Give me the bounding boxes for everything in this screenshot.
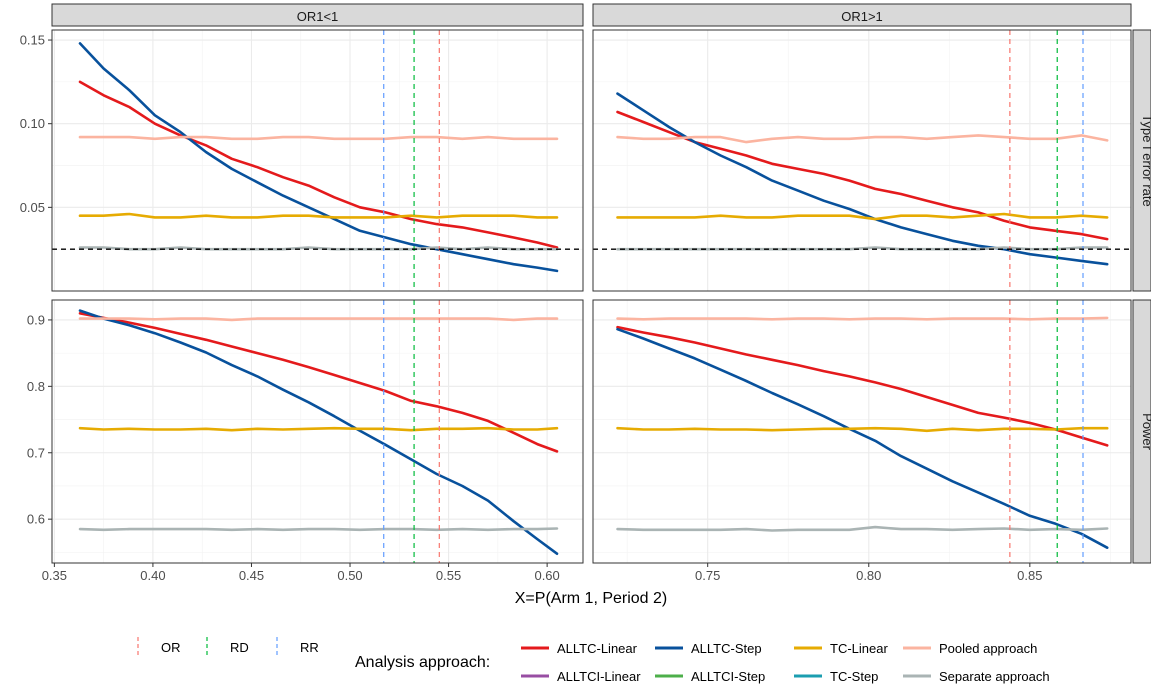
legend-label: ALLTCI-Step (691, 669, 765, 684)
panel-border (51, 29, 584, 292)
legend-item-rd: RD (206, 637, 249, 657)
series-line-separate-approach (616, 525, 1109, 532)
series-line-alltc-linear (78, 80, 559, 249)
x-tick-label: 0.85 (1017, 568, 1042, 583)
series-line-pooled-approach (78, 317, 559, 322)
legend-label: RR (300, 640, 319, 655)
x-tick-label: 0.40 (140, 568, 165, 583)
series-line-tc-linear (616, 426, 1109, 433)
column-strip-label: OR1<1 (297, 9, 339, 24)
series-line-alltc-step (78, 42, 559, 273)
legend-title: Analysis approach: (355, 654, 490, 671)
series-line-pooled-approach (616, 316, 1109, 321)
legend-item-alltc-step: ALLTC-Step (655, 641, 762, 656)
legend-item-separate-approach: Separate approach (903, 669, 1050, 684)
legend-label: ALLTC-Linear (557, 641, 638, 656)
legend-label: ALLTC-Step (691, 641, 762, 656)
legend-label: OR (161, 640, 181, 655)
series-line-tc-linear (78, 212, 559, 219)
series-line-tc-linear (616, 212, 1109, 221)
row-strip-label: Power (1140, 413, 1151, 451)
series-line-alltc-step (616, 327, 1109, 550)
y-tick-label: 0.10 (20, 116, 45, 131)
x-tick-label: 0.50 (337, 568, 362, 583)
panel-border (51, 299, 584, 564)
x-tick-label: 0.80 (856, 568, 881, 583)
series-line-pooled-approach (616, 134, 1109, 144)
row-strip-label: Type I error rate (1140, 114, 1151, 206)
row-strip (1132, 29, 1151, 292)
legend-item-alltci-step: ALLTCI-Step (655, 669, 765, 684)
y-tick-label: 0.6 (27, 512, 45, 527)
x-tick-label: 0.35 (42, 568, 67, 583)
legend-item-alltci-linear: ALLTCI-Linear (521, 669, 641, 684)
y-tick-label: 0.8 (27, 379, 45, 394)
column-strip (592, 3, 1132, 27)
legend-label: TC-Step (830, 669, 878, 684)
legend-label: TC-Linear (830, 641, 888, 656)
x-tick-label: 0.55 (436, 568, 461, 583)
panel-border (592, 29, 1132, 292)
legend-item-or: OR (137, 637, 181, 657)
legend-item-alltc-linear: ALLTC-Linear (521, 641, 638, 656)
panel-background (52, 300, 583, 563)
series-line-alltc-step (78, 309, 559, 556)
panel-0-0 (51, 29, 584, 292)
series-line-tc-linear (78, 426, 559, 432)
panel-background (593, 30, 1131, 291)
series-line-separate-approach (78, 246, 559, 251)
y-tick-label: 0.05 (20, 200, 45, 215)
series-line-separate-approach (78, 527, 559, 532)
column-strip-label: OR1>1 (841, 9, 883, 24)
legend-item-tc-step: TC-Step (794, 669, 878, 684)
x-tick-label: 0.75 (695, 568, 720, 583)
y-tick-label: 0.15 (20, 33, 45, 48)
series-line-pooled-approach (78, 135, 559, 141)
series-line-alltc-linear (78, 311, 559, 453)
legend-label: Pooled approach (939, 641, 1037, 656)
panel-background (52, 30, 583, 291)
legend-item-pooled-approach: Pooled approach (903, 641, 1037, 656)
series-line-alltc-step (616, 92, 1109, 266)
column-strip (51, 3, 584, 27)
panel-1-0 (51, 299, 584, 564)
panel-0-1 (592, 29, 1132, 292)
panel-border (592, 299, 1132, 564)
x-tick-label: 0.45 (239, 568, 264, 583)
legend-label: ALLTCI-Linear (557, 669, 641, 684)
panel-1-1 (592, 299, 1132, 564)
y-tick-label: 0.9 (27, 312, 45, 327)
y-tick-label: 0.7 (27, 445, 45, 460)
legend-item-tc-linear: TC-Linear (794, 641, 888, 656)
legend-label: Separate approach (939, 669, 1050, 684)
legend-label: RD (230, 640, 249, 655)
row-strip (1132, 299, 1151, 564)
series-line-alltc-linear (616, 325, 1109, 447)
x-axis-title: X=P(Arm 1, Period 2) (515, 590, 668, 607)
legend-item-rr: RR (276, 637, 319, 657)
x-tick-label: 0.60 (534, 568, 559, 583)
